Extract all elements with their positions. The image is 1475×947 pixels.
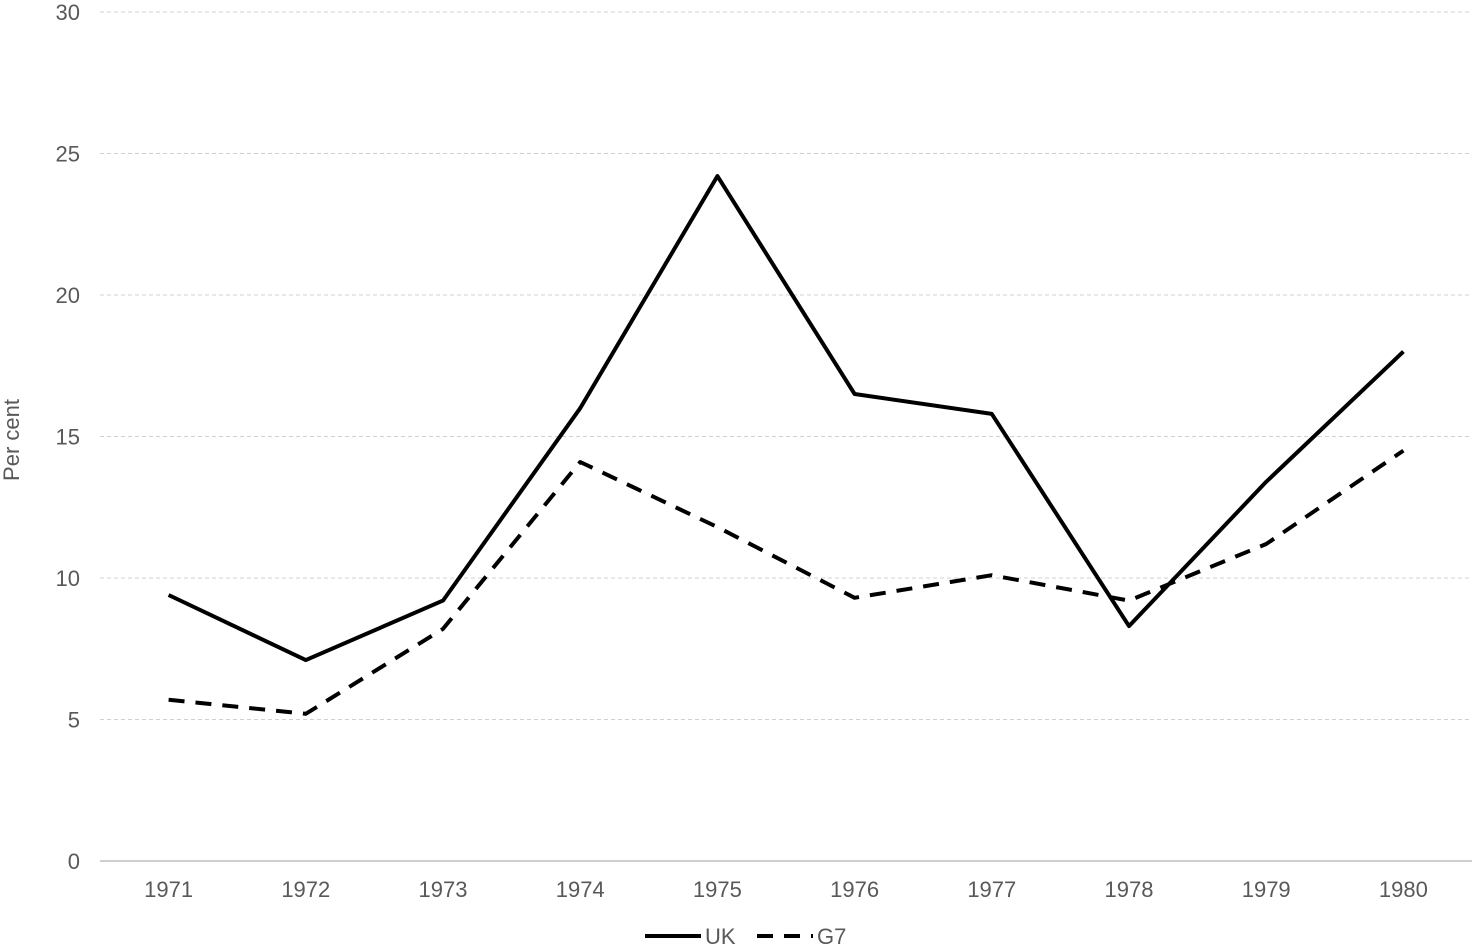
- legend: UK G7: [645, 924, 846, 947]
- legend-label-uk: UK: [705, 924, 736, 947]
- x-tick-label: 1977: [967, 877, 1016, 902]
- x-tick-label: 1976: [830, 877, 879, 902]
- y-tick-label: 30: [56, 0, 80, 25]
- x-tick-label: 1971: [144, 877, 193, 902]
- x-tick-label: 1973: [419, 877, 468, 902]
- legend-label-g7: G7: [817, 924, 846, 947]
- y-axis-ticks: 0 5 10 15 20 25 30: [56, 0, 80, 874]
- x-axis-ticks: 1971 1972 1973 1974 1975 1976 1977 1978 1979 1980: [144, 877, 1428, 902]
- y-tick-label: 10: [56, 566, 80, 591]
- y-tick-label: 5: [68, 708, 80, 733]
- series-line-uk: [167, 174, 1405, 663]
- gridlines: [100, 11, 1472, 862]
- y-tick-label: 15: [56, 425, 80, 450]
- y-tick-label: 0: [68, 849, 80, 874]
- series-lines: [167, 174, 1405, 716]
- x-tick-label: 1980: [1379, 877, 1428, 902]
- series-line-g7: [168, 448, 1405, 716]
- x-tick-label: 1974: [556, 877, 605, 902]
- x-tick-label: 1978: [1105, 877, 1154, 902]
- y-axis-title: Per cent: [0, 399, 24, 481]
- y-tick-label: 20: [56, 283, 80, 308]
- x-tick-label: 1972: [281, 877, 330, 902]
- x-tick-label: 1979: [1242, 877, 1291, 902]
- x-tick-label: 1975: [693, 877, 742, 902]
- y-tick-label: 25: [56, 142, 80, 167]
